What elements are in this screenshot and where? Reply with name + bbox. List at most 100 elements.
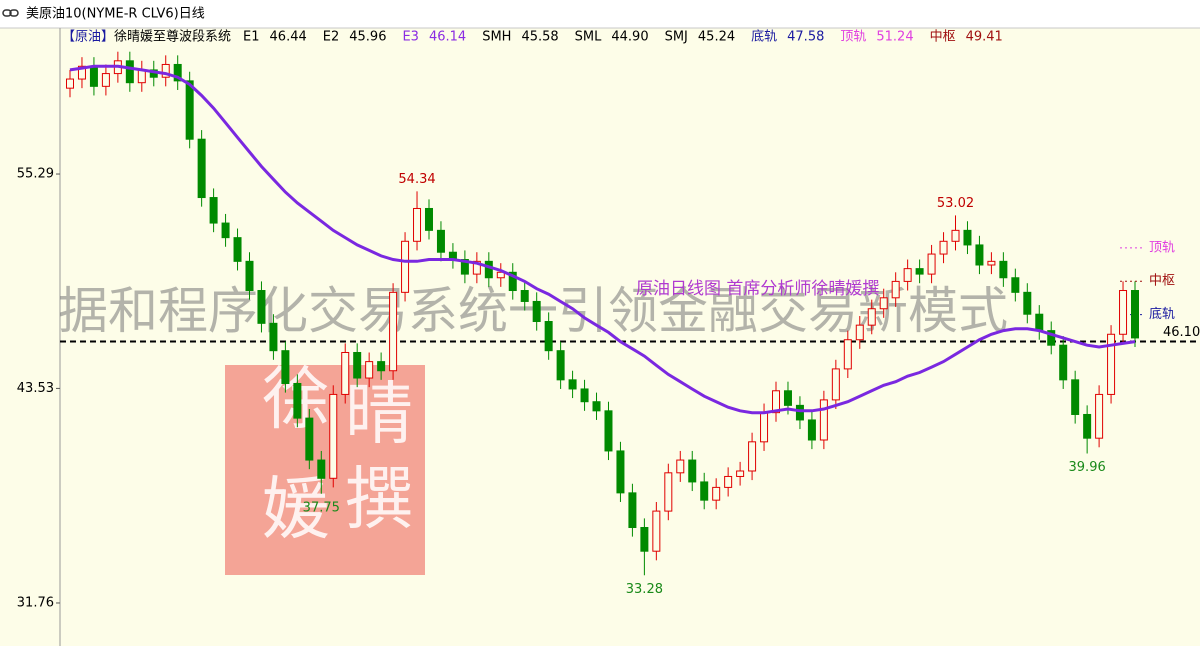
- legend-name: 中枢: [930, 30, 956, 45]
- candle-body: [867, 308, 876, 326]
- candle-body: [903, 268, 912, 282]
- candle-body: [496, 271, 505, 279]
- candle-body: [1035, 313, 1044, 332]
- candle-body: [1095, 393, 1104, 439]
- legend-value: 49.41: [966, 30, 1003, 45]
- candle-body: [389, 291, 398, 372]
- legend-name: E2: [323, 30, 340, 45]
- candle-body: [305, 417, 314, 461]
- candle-body: [365, 361, 374, 379]
- candle-body: [293, 382, 302, 419]
- candle-body: [460, 259, 469, 275]
- candle-body: [927, 253, 936, 275]
- candle-body: [245, 260, 254, 292]
- candle-body: [939, 240, 948, 255]
- candle-body: [520, 290, 529, 302]
- stamp: 徐 晴 媛 撰: [225, 361, 425, 575]
- watermark-caption: 原油日线图 首席分析师徐晴媛撰: [636, 279, 879, 299]
- candle-body: [161, 63, 170, 78]
- candle-body: [329, 393, 338, 479]
- candle-body: [592, 401, 601, 412]
- stamp-char: 晴: [345, 376, 413, 455]
- candle-body: [1023, 291, 1032, 315]
- legend-value: 44.90: [611, 30, 648, 45]
- legend-value: 45.96: [349, 30, 386, 45]
- legend-indicator: 徐晴媛至尊波段系统: [114, 29, 231, 45]
- y-tick-label: 43.53: [17, 381, 54, 396]
- candle-body: [413, 207, 422, 242]
- candle-body: [185, 80, 194, 140]
- band-label: 顶轨: [1149, 240, 1175, 255]
- legend-name: 顶轨: [840, 30, 866, 45]
- stamp-char: 媛: [262, 471, 330, 550]
- candle-body: [1131, 290, 1139, 339]
- candle-body: [580, 388, 589, 403]
- legend-symbol: 【原油】: [62, 30, 114, 45]
- legend-value: 46.44: [270, 30, 307, 45]
- candle-body: [951, 229, 960, 242]
- candle-body: [724, 475, 733, 488]
- candle-body: [1107, 333, 1116, 395]
- candle-body: [89, 65, 98, 87]
- candle-body: [137, 69, 146, 84]
- candle-body: [401, 240, 410, 293]
- ma-line: [69, 64, 1136, 415]
- legend-value: 45.24: [698, 30, 735, 45]
- candle-body: [604, 410, 613, 452]
- candle-body: [221, 222, 230, 239]
- candle-body: [975, 244, 984, 266]
- legend-name: SMH: [482, 30, 511, 45]
- reference-label: 46.10: [1163, 325, 1200, 340]
- candle-body: [999, 260, 1008, 279]
- candle-body: [484, 260, 493, 279]
- candle-body: [616, 450, 625, 494]
- candle-body: [1059, 344, 1068, 381]
- candle-body: [233, 237, 242, 262]
- candle-body: [843, 339, 852, 370]
- band-label: 中枢: [1149, 274, 1175, 289]
- title-bar: [0, 0, 1200, 28]
- candle-body: [317, 459, 326, 479]
- candle-body: [66, 78, 74, 89]
- legend-value: 45.58: [521, 30, 558, 45]
- candle-body: [772, 390, 781, 414]
- low-label: 33.28: [626, 582, 663, 597]
- candle-body: [807, 419, 816, 441]
- candle-body: [652, 510, 661, 552]
- candle-body: [532, 300, 541, 323]
- candle-body: [209, 197, 218, 224]
- candle-body: [257, 290, 266, 324]
- candle-body: [436, 229, 445, 253]
- candle-body: [424, 207, 433, 231]
- legend-value: 47.58: [787, 30, 824, 45]
- band-label: 底轨: [1149, 306, 1175, 322]
- candle-body: [676, 459, 685, 474]
- legend-name: 底轨: [751, 29, 777, 45]
- candle-body: [1119, 290, 1128, 335]
- link-icon: [2, 9, 19, 17]
- window-title: 美原油10(NYME-R CLV6)日线: [26, 7, 205, 22]
- candle-body: [544, 321, 553, 352]
- candle-body: [963, 229, 972, 246]
- candle-body: [197, 138, 206, 199]
- candle-body: [664, 472, 673, 512]
- candle-body: [556, 350, 565, 381]
- low-label: 37.75: [303, 500, 340, 515]
- candle-body: [269, 322, 278, 352]
- candle-body: [795, 404, 804, 421]
- candle-body: [855, 324, 864, 341]
- candle-body: [1071, 379, 1080, 415]
- candle-body: [1047, 330, 1056, 346]
- candle-body: [831, 368, 840, 401]
- legend-name: E1: [243, 30, 260, 45]
- legend-name: SMJ: [665, 30, 688, 45]
- candle-body: [173, 63, 182, 82]
- y-tick-label: 31.76: [17, 595, 54, 610]
- candle-body: [101, 73, 110, 87]
- candle-body: [508, 271, 517, 292]
- candle-body: [568, 379, 577, 390]
- candle-body: [1083, 413, 1092, 439]
- candle-body: [688, 459, 697, 483]
- candle-body: [281, 350, 290, 384]
